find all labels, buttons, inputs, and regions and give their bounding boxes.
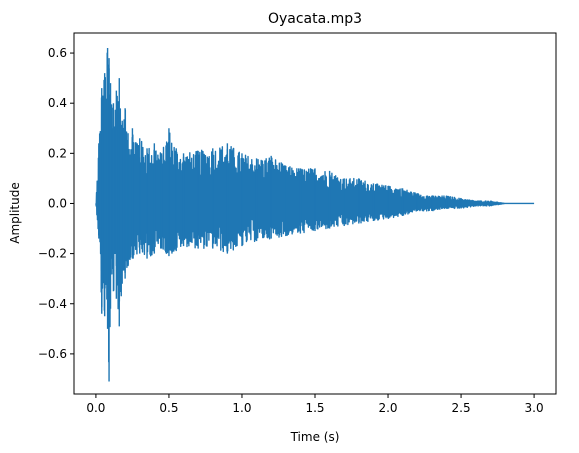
y-axis-label: Amplitude	[8, 182, 22, 244]
x-tick-label: 0.5	[159, 401, 178, 415]
x-tick-label: 0.0	[86, 401, 105, 415]
x-tick-label: 1.5	[305, 401, 324, 415]
y-tick-label: 0.2	[48, 146, 67, 160]
chart-title: Oyacata.mp3	[268, 11, 362, 27]
x-tick-label: 3.0	[525, 401, 544, 415]
y-tick-label: −0.4	[38, 297, 67, 311]
x-axis: 0.0 0.5 1.0 1.5 2.0 2.5 3.0	[86, 394, 544, 415]
waveform-layer	[95, 48, 535, 382]
x-tick-label: 1.0	[232, 401, 251, 415]
y-tick-label: 0.0	[48, 196, 67, 210]
y-tick-label: −0.2	[38, 247, 67, 261]
y-tick-label: 0.4	[48, 96, 67, 110]
y-tick-label: −0.6	[38, 347, 67, 361]
y-axis: −0.6 −0.4 −0.2 0.0 0.2 0.4 0.6	[38, 46, 74, 361]
x-tick-label: 2.5	[452, 401, 471, 415]
y-tick-label: 0.6	[48, 46, 67, 60]
x-axis-label: Time (s)	[290, 430, 340, 444]
x-tick-label: 2.0	[378, 401, 397, 415]
